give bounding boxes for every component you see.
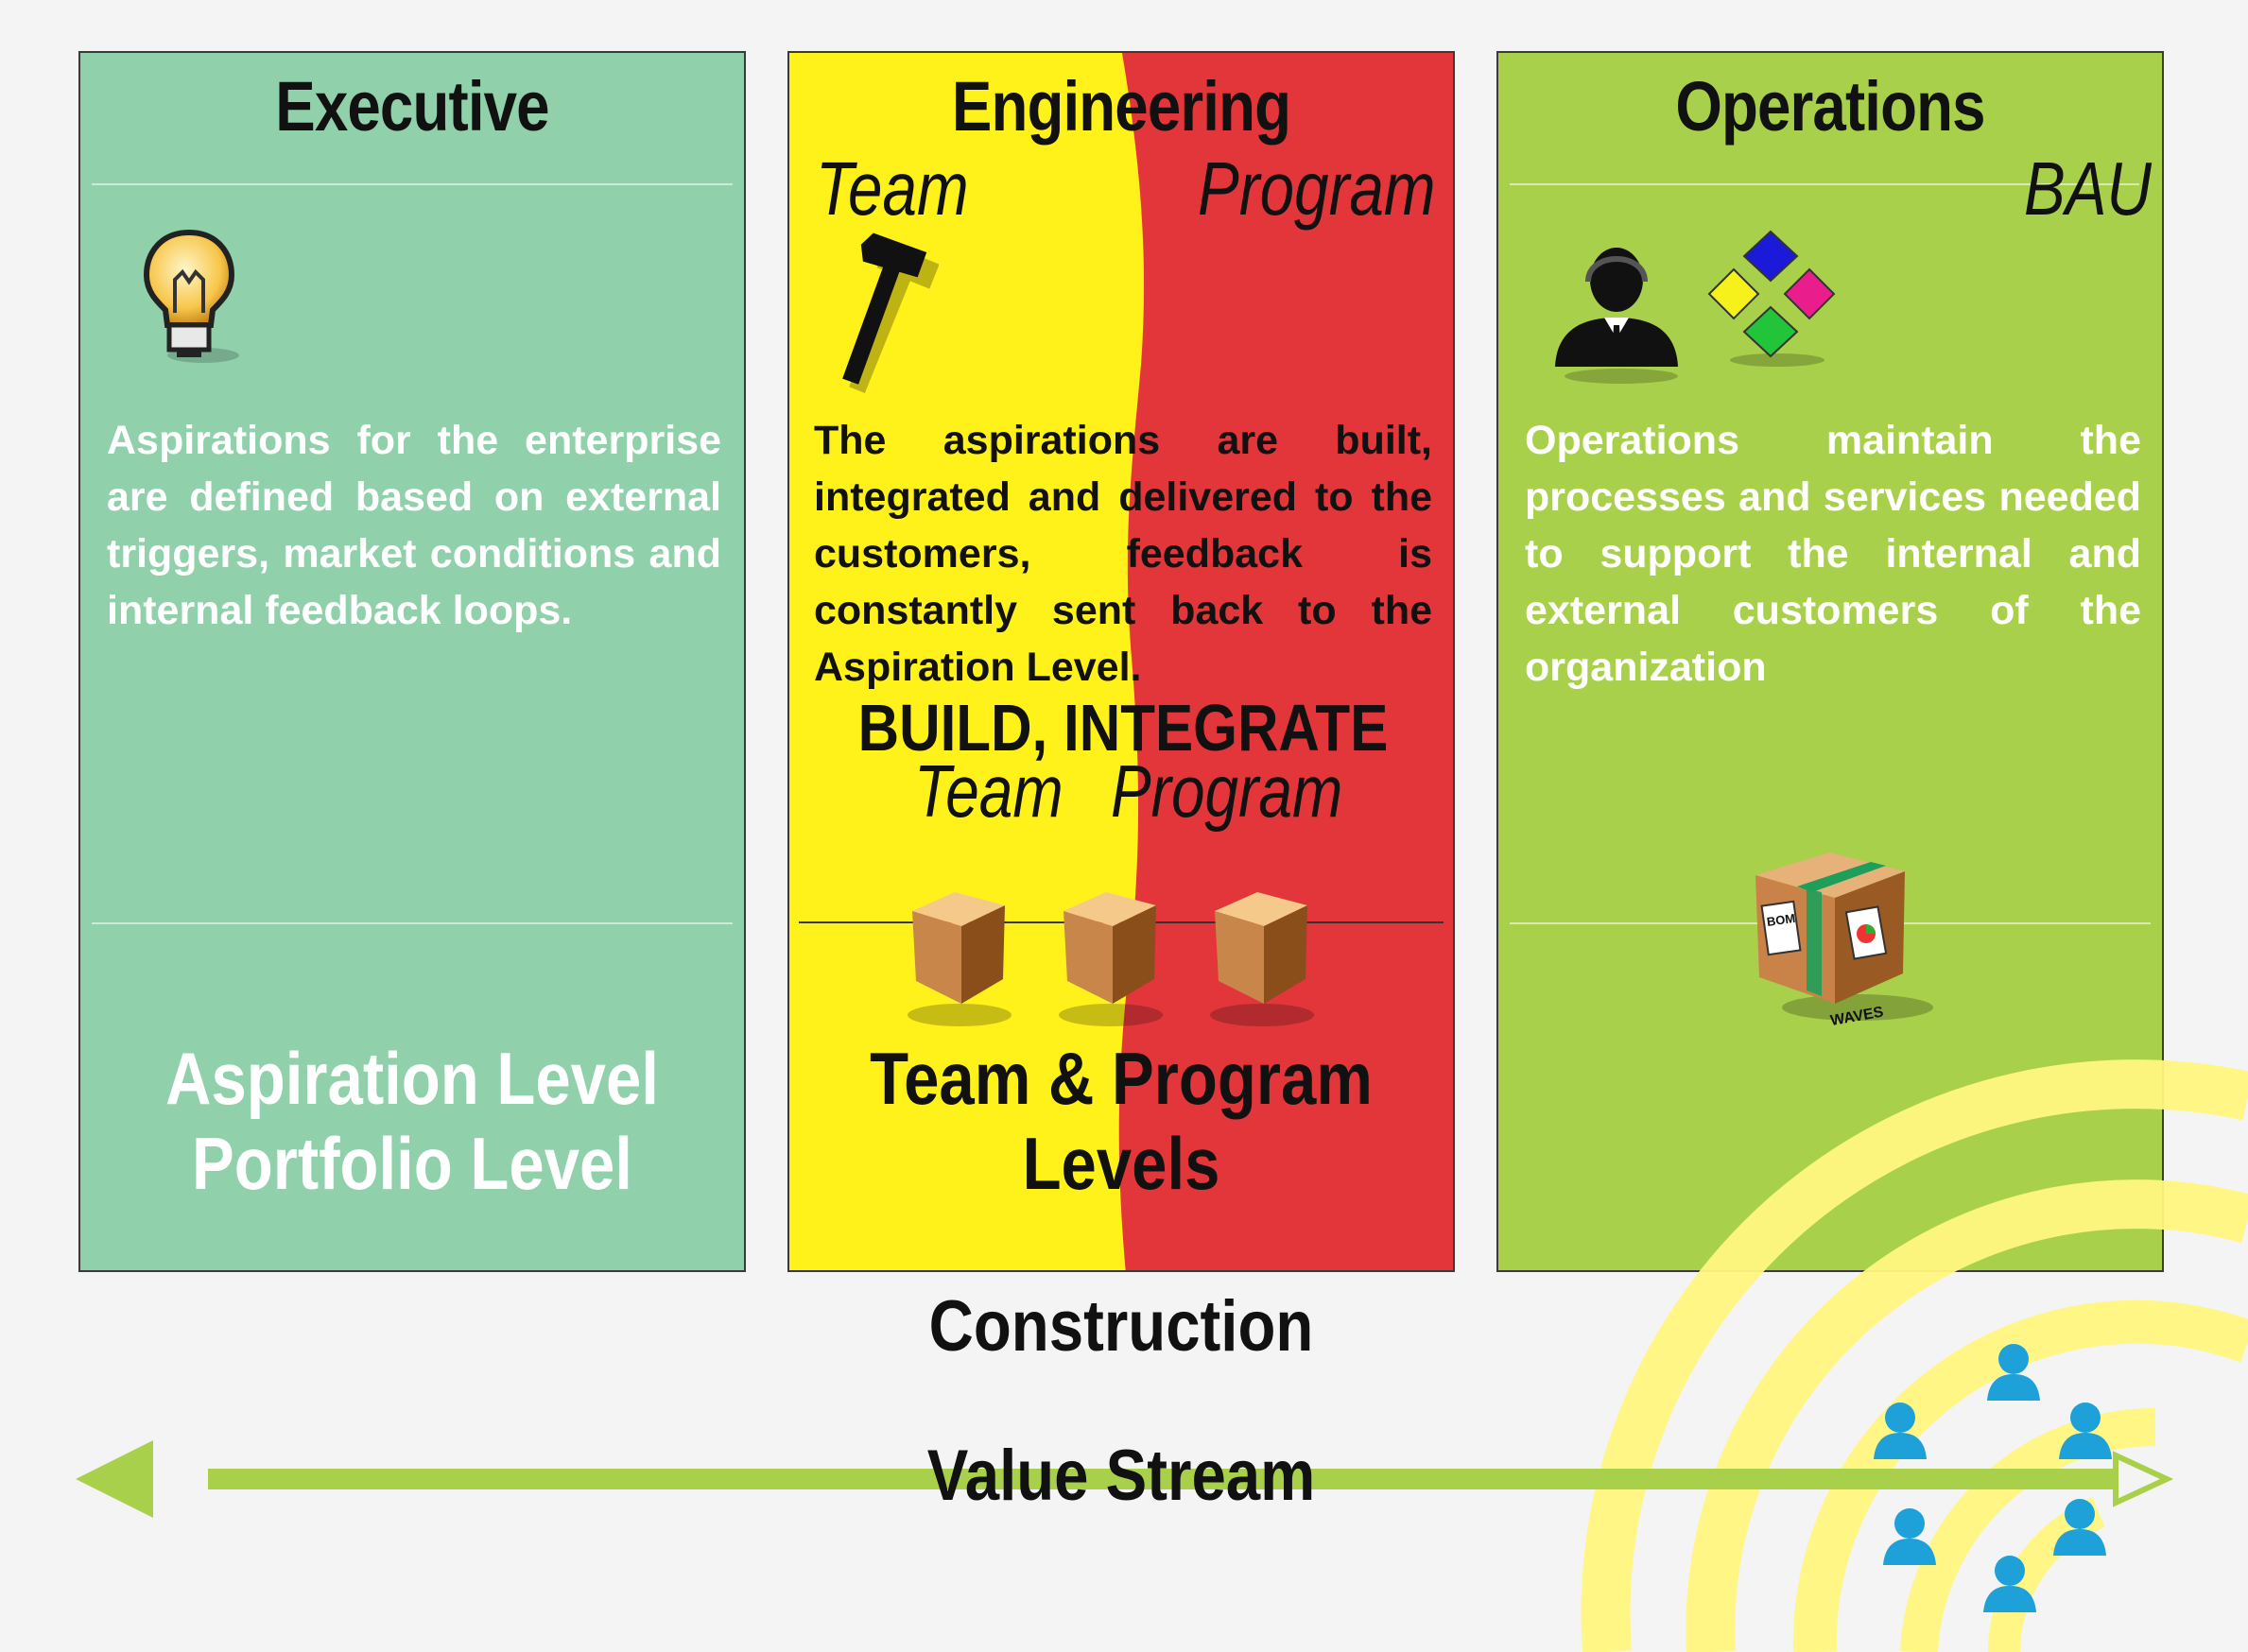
- executive-title: Executive: [275, 67, 549, 146]
- person-icon: [1983, 1556, 2036, 1612]
- construction-label: Construction: [928, 1286, 1314, 1367]
- box-icon: [1210, 892, 1314, 1026]
- lightbulb-icon: [143, 229, 239, 363]
- operations-title: Operations: [1675, 67, 1985, 146]
- person-icon: [2053, 1499, 2106, 1556]
- arrow-right-icon: [2113, 1451, 2174, 1507]
- engineering-program-label: Program: [1198, 146, 1436, 231]
- person-icon: [1883, 1508, 1936, 1565]
- waves-arcs: [1581, 1059, 2248, 1652]
- divider: [92, 183, 733, 185]
- support-agent-icon: [1555, 248, 1678, 384]
- executive-level-line1: Aspiration Level: [165, 1037, 659, 1120]
- operations-bau-label: BAU: [2024, 146, 2152, 231]
- operations-description: Operations maintain the processes and se…: [1525, 418, 2141, 690]
- package-box-icon: BOM WAVES: [1755, 852, 1933, 1029]
- engineering-panel: Engineering Team Program The aspirations…: [787, 51, 1455, 1272]
- engineering-level-line1: Team & Program: [870, 1037, 1373, 1120]
- engineering-description: The aspirations are built, integrated an…: [814, 418, 1432, 690]
- person-icon: [1987, 1344, 2040, 1401]
- person-icon: [1874, 1402, 1927, 1459]
- divider: [92, 922, 733, 924]
- program-zone-background: [1118, 53, 1453, 1270]
- executive-description: Aspirations for the enterprise are defin…: [107, 418, 721, 633]
- box-bom-label: BOM: [1766, 911, 1796, 929]
- engineering-title: Engineering: [951, 67, 1291, 146]
- divider: [1510, 183, 2139, 185]
- build-program-label: Program: [1111, 749, 1343, 833]
- hammer-icon: [842, 232, 939, 394]
- diamond-tiles-icon: [1707, 230, 1836, 367]
- box-icon: [908, 892, 1012, 1026]
- value-stream-label: Value Stream: [926, 1436, 1316, 1516]
- arrow-left-icon: [76, 1440, 153, 1518]
- person-icon: [2059, 1402, 2112, 1459]
- people-cluster: [1874, 1344, 2112, 1612]
- engineering-level-line2: Levels: [1022, 1122, 1220, 1205]
- value-stream-arrow: [76, 1440, 2174, 1518]
- box-icon: [1059, 892, 1163, 1026]
- executive-level-line2: Portfolio Level: [192, 1122, 632, 1205]
- engineering-team-label: Team: [816, 146, 969, 231]
- delivery-boxes: [908, 892, 1314, 1026]
- executive-panel: Executive Aspirations for the enterprise…: [78, 51, 746, 1272]
- build-team-label: Team: [914, 749, 1063, 833]
- build-integrate-label: BUILD, INTEGRATE: [857, 691, 1389, 765]
